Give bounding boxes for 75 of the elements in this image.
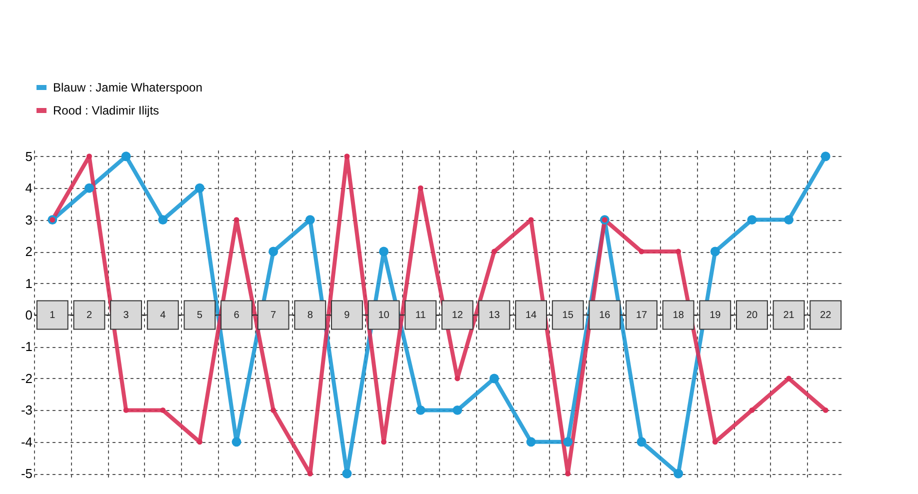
x-tick-label: 10 [378,310,390,321]
x-tick-label: 18 [672,310,684,321]
point [232,437,242,447]
point [491,248,497,254]
point [86,154,92,160]
y-tick-label: 4 [25,180,32,196]
point [158,215,168,225]
x-tick-label: 17 [636,310,648,321]
point [196,439,202,445]
x-tick-label: 5 [196,310,203,321]
point [381,439,387,445]
point [784,215,794,225]
x-tick-label: 13 [488,310,500,321]
point [676,248,682,254]
point [123,407,129,413]
point [528,217,534,223]
point [710,246,720,256]
point [747,215,757,225]
point [234,217,240,223]
point [674,468,684,478]
point [638,248,644,254]
point [454,376,460,382]
y-tick-label: -3 [20,402,32,418]
x-tick-label: 4 [160,310,166,321]
point [305,215,315,225]
point [786,376,792,382]
x-tick-label: 7 [270,310,277,321]
point [307,470,313,476]
y-tick-label: 1 [25,276,32,291]
x-tick-label: 15 [562,310,574,321]
point [452,405,462,415]
y-tick-label: -2 [20,370,32,386]
point [636,437,646,447]
point [160,407,166,413]
point [194,183,204,193]
x-tick-label: 9 [344,310,350,321]
x-tick-label: 20 [746,310,758,321]
y-tick-label: -1 [20,339,32,354]
point [563,437,573,447]
x-tick-label: 16 [599,310,611,321]
point [342,468,352,478]
x-tick-label: 21 [783,310,795,321]
legend-label: Rood : Vladimir Ilijts [53,104,160,118]
point [749,407,755,413]
point [270,407,276,413]
x-tick-label: 1 [50,310,56,321]
point [565,470,571,476]
y-tick-label: 0 [25,308,32,322]
point [268,246,278,256]
x-tick-label: 8 [307,310,314,321]
y-tick-label: -5 [20,466,32,482]
y-tick-label: 5 [25,148,32,164]
point [712,439,718,445]
point [822,407,828,413]
point [526,437,536,447]
x-tick-label: 22 [820,310,832,321]
y-tick-label: 3 [25,212,32,228]
x-tick-label: 2 [86,310,92,321]
x-tick-label: 3 [123,310,130,321]
y-tick-label: 2 [25,244,32,260]
point [344,154,350,160]
point [489,374,499,384]
x-tick-label: 11 [415,310,426,321]
point [820,152,830,162]
point [84,183,94,193]
point [121,152,131,162]
x-tick-label: 19 [710,310,722,321]
x-tick-label: 12 [452,310,464,321]
point [416,405,426,415]
point [379,246,389,256]
y-tick-label: -4 [20,434,32,450]
x-tick-label: 14 [525,310,538,321]
x-tick-label: 6 [234,310,240,321]
legend-label: Blauw : Jamie Whaterspoon [53,80,202,94]
point [418,185,424,191]
